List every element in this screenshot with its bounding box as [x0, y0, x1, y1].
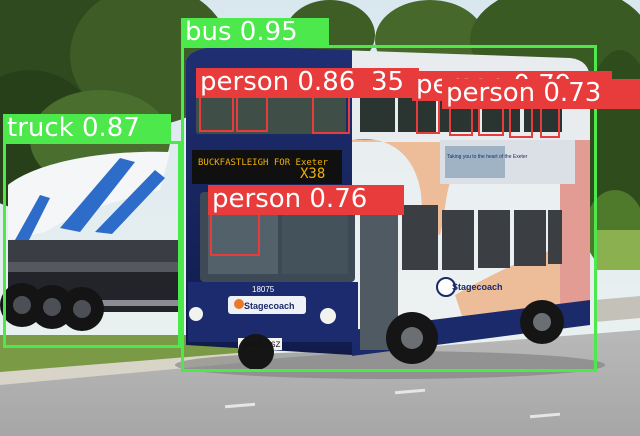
detection-box-truck	[3, 141, 181, 348]
label-person-side-2: person 0.73	[442, 79, 640, 109]
route-number: X38	[300, 166, 325, 182]
grass-verge-right	[595, 230, 640, 270]
detection-box-person-driver	[210, 213, 260, 256]
road-markings	[224, 388, 561, 419]
detection-box-person-upper-2	[236, 96, 268, 132]
label-bus: bus 0.95	[181, 18, 329, 48]
destination-text: BUCKFASTLEIGH FOR Exeter	[198, 158, 329, 168]
front-brand: Stagecoach	[244, 301, 295, 311]
fleet-number: 18075	[252, 285, 275, 294]
label-person-upper: person 0.86	[196, 68, 416, 98]
detection-box-person-upper-1	[199, 96, 234, 132]
detection-box-person-side-5	[540, 104, 560, 138]
detection-box-bus	[181, 45, 597, 372]
kerb	[0, 352, 250, 385]
label-person-driver: person 0.76	[208, 185, 404, 215]
double-decker-bus	[175, 46, 605, 379]
detection-box-person-upper-3	[312, 96, 350, 134]
truck	[0, 151, 180, 331]
detection-box-person-side-1	[416, 96, 440, 134]
side-brand: Stagecoach	[452, 282, 503, 292]
label-fragment-35: 35	[367, 68, 419, 98]
kerb-right	[595, 296, 640, 322]
number-plate: WA04 CSZ	[242, 341, 281, 350]
label-truck: truck 0.87	[3, 114, 171, 144]
advert-text: Taking you to the heart of the Exeter	[447, 154, 528, 160]
detection-box-person-side-4	[509, 104, 533, 138]
